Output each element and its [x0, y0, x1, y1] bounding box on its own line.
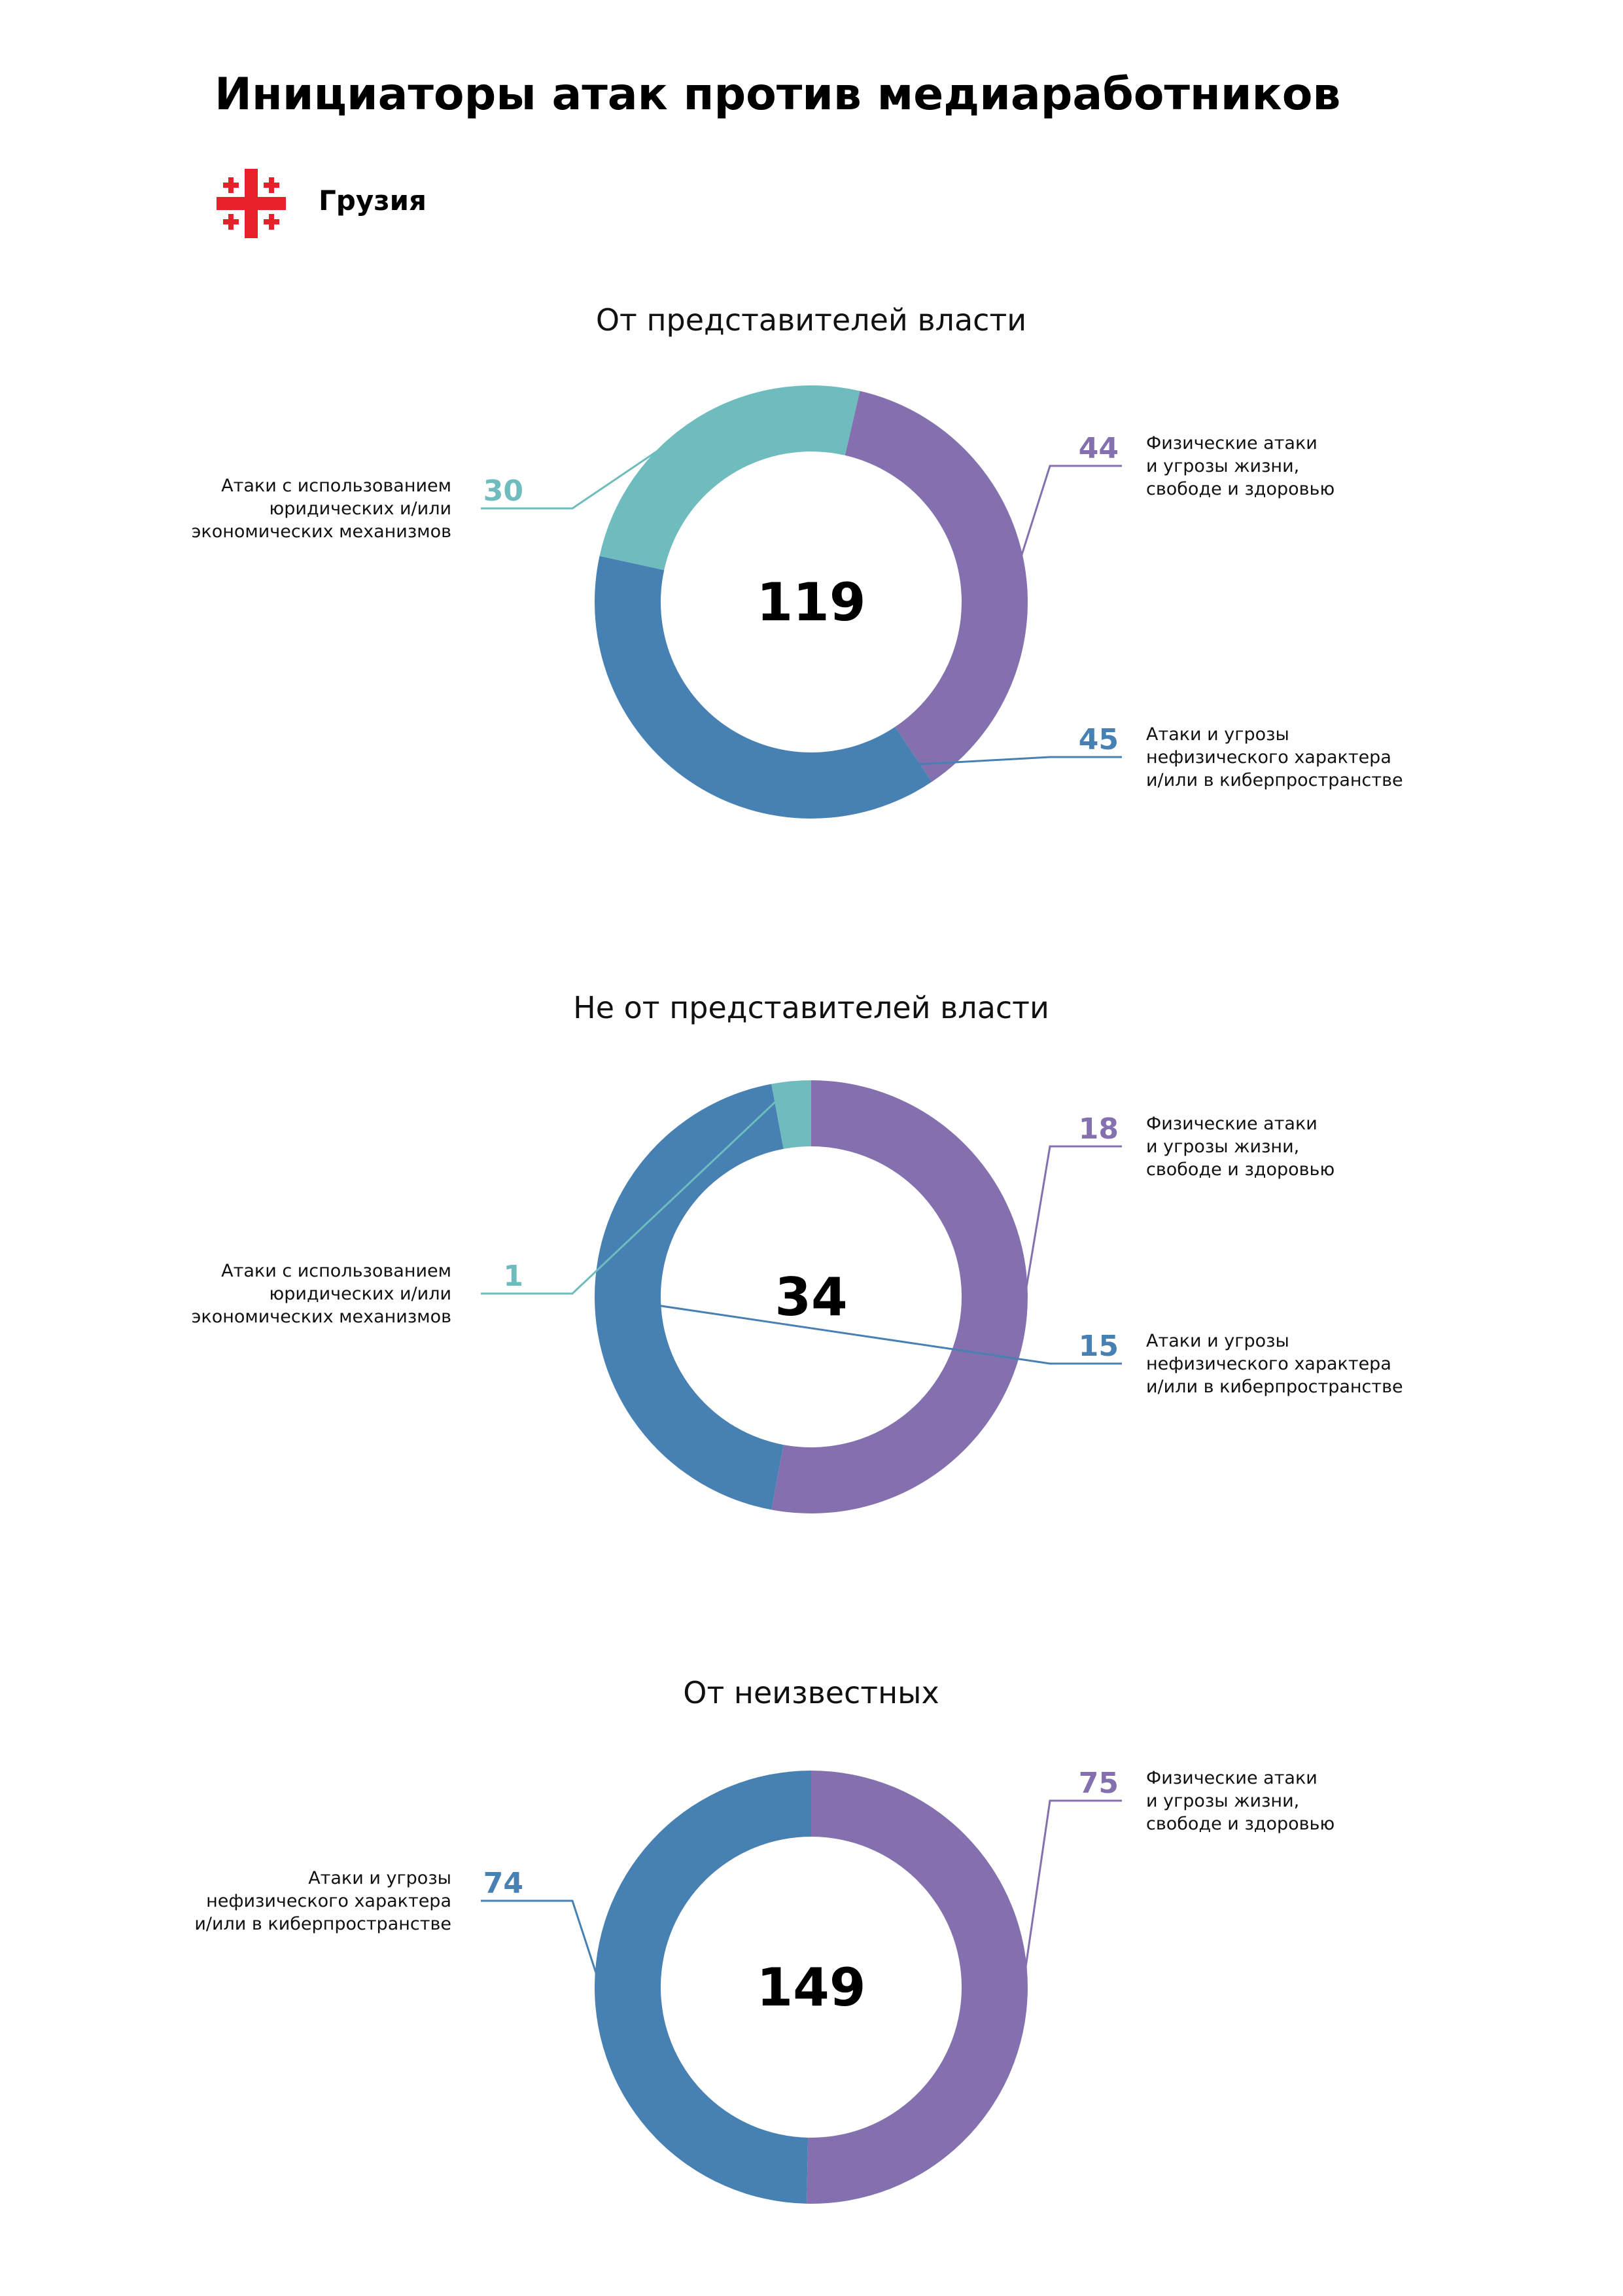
leader-line: [692, 756, 1122, 778]
leader-line: [481, 1086, 793, 1295]
segment-value: 18: [1079, 1112, 1119, 1146]
leader-line: [1021, 1799, 1122, 1990]
segment-label: Атаки и угрозы нефизического характера и/и…: [194, 1868, 451, 1934]
segment-value: 45: [1079, 723, 1119, 756]
segment-label: Атаки с использованием юридических и/или э…: [192, 476, 451, 542]
segment-value: 75: [1079, 1767, 1119, 1800]
chart-total: 149: [757, 1957, 866, 2018]
segment-label: Физические атаки и угрозы жизни, свободе и…: [1146, 1768, 1335, 1834]
chart-title: От представителей власти: [596, 302, 1026, 338]
page-title: Инициаторы атак против медиаработников: [215, 69, 1341, 120]
segment-value: 44: [1079, 432, 1119, 465]
segment-value: 1: [503, 1260, 523, 1293]
chart-title: От неизвестных: [683, 1675, 939, 1710]
donut-segment: [594, 1771, 811, 2204]
chart-total: 119: [757, 572, 866, 633]
donut-segment: [771, 1080, 1028, 1513]
country-label: Грузия: [319, 185, 427, 217]
segment-label: Физические атаки и угрозы жизни, свободе и…: [1146, 1114, 1335, 1180]
georgia-flag-icon: [217, 169, 286, 238]
leader-line: [481, 1899, 601, 1986]
chart-total: 34: [775, 1267, 847, 1328]
segment-value: 15: [1079, 1330, 1119, 1363]
segment-label: Физические атаки и угрозы жизни, свободе и…: [1146, 433, 1335, 499]
chart-title: Не от представителей власти: [573, 990, 1049, 1025]
leader-line: [1018, 465, 1122, 564]
segment-label: Атаки и угрозы нефизического характера и/и…: [1146, 1331, 1403, 1397]
segment-value: 30: [483, 474, 523, 508]
leader-line: [481, 422, 699, 510]
segment-label: Атаки и угрозы нефизического характера и/и…: [1146, 724, 1403, 790]
segment-label: Атаки с использованием юридических и/или э…: [192, 1261, 451, 1327]
segment-value: 74: [483, 1867, 523, 1900]
donut-segment: [807, 1771, 1028, 2204]
donut-segment: [595, 1084, 784, 1510]
donut-segment: [599, 385, 860, 571]
leader-line: [599, 1296, 1122, 1365]
leader-line: [1021, 1145, 1122, 1317]
donut-segment: [595, 556, 932, 819]
donut-segment: [845, 391, 1028, 782]
